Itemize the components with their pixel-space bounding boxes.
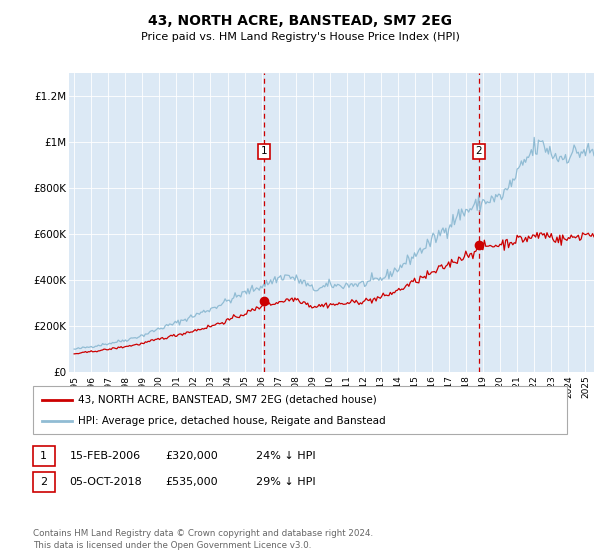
Text: 24% ↓ HPI: 24% ↓ HPI: [256, 451, 315, 461]
Text: Contains HM Land Registry data © Crown copyright and database right 2024.
This d: Contains HM Land Registry data © Crown c…: [33, 529, 373, 550]
Text: £535,000: £535,000: [166, 477, 218, 487]
Text: £320,000: £320,000: [166, 451, 218, 461]
Text: 15-FEB-2006: 15-FEB-2006: [70, 451, 141, 461]
Text: 05-OCT-2018: 05-OCT-2018: [70, 477, 142, 487]
Text: 29% ↓ HPI: 29% ↓ HPI: [256, 477, 315, 487]
Text: HPI: Average price, detached house, Reigate and Banstead: HPI: Average price, detached house, Reig…: [78, 416, 386, 426]
Text: Price paid vs. HM Land Registry's House Price Index (HPI): Price paid vs. HM Land Registry's House …: [140, 32, 460, 43]
Text: 1: 1: [260, 146, 267, 156]
Text: 2: 2: [40, 477, 47, 487]
Text: 1: 1: [40, 451, 47, 461]
Text: 43, NORTH ACRE, BANSTEAD, SM7 2EG: 43, NORTH ACRE, BANSTEAD, SM7 2EG: [148, 14, 452, 28]
Text: 2: 2: [476, 146, 482, 156]
Text: 43, NORTH ACRE, BANSTEAD, SM7 2EG (detached house): 43, NORTH ACRE, BANSTEAD, SM7 2EG (detac…: [78, 395, 377, 405]
